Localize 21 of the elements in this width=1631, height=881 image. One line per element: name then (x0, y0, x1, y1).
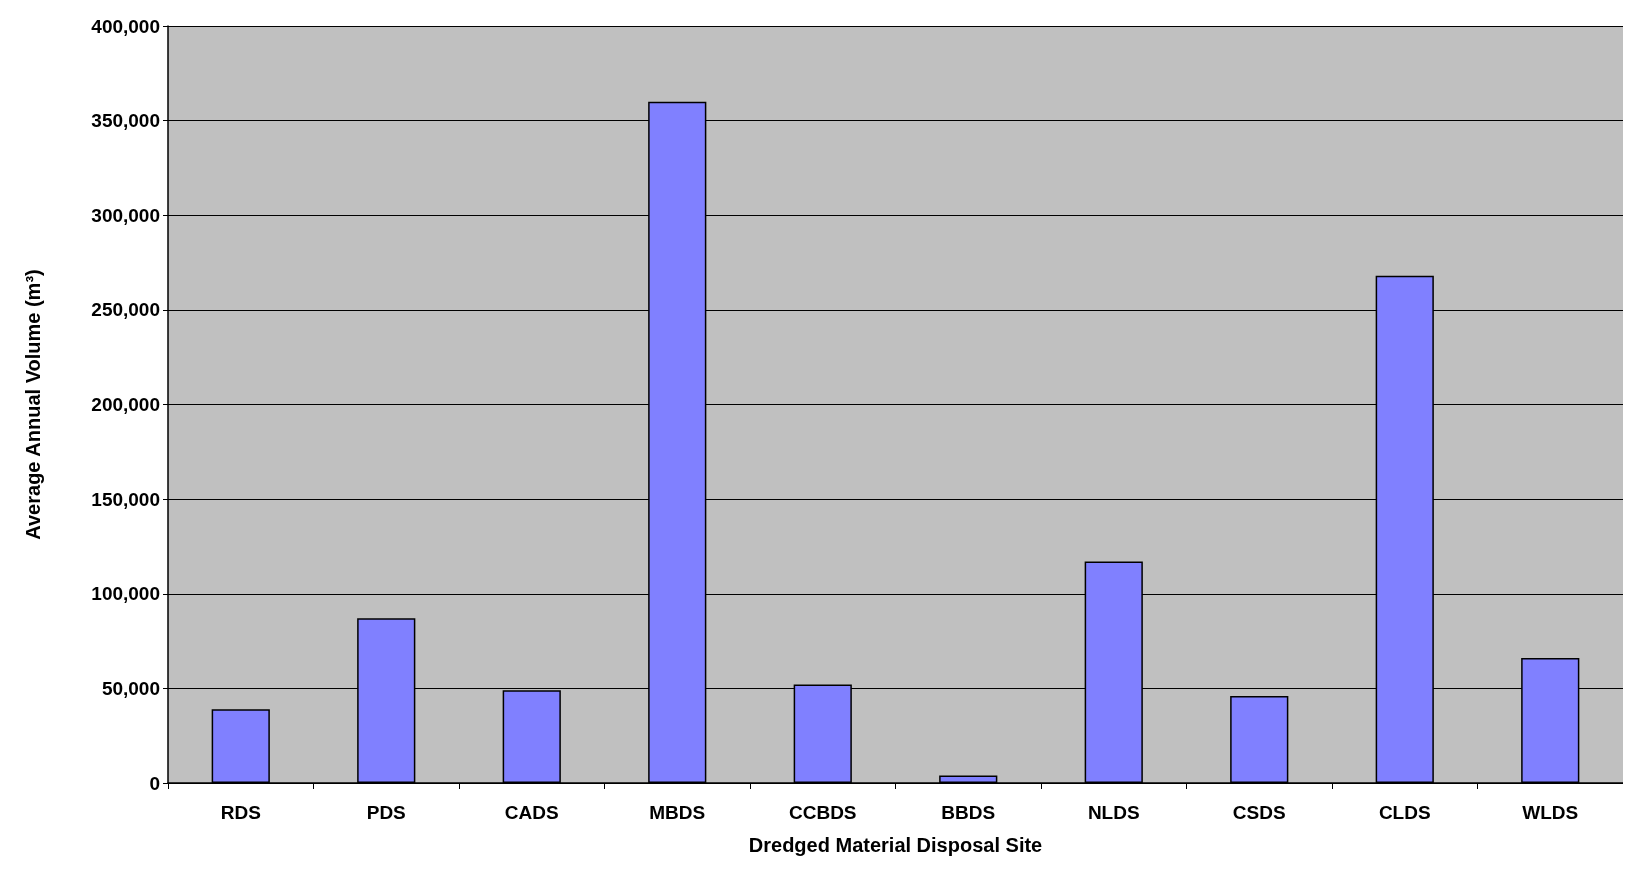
y-tick-label: 200,000 (91, 394, 160, 415)
y-tick-label: 400,000 (91, 15, 160, 37)
x-tick-label: PDS (366, 802, 406, 823)
x-axis-title: Dredged Material Disposal Site (748, 834, 1043, 856)
y-tick-label: 0 (149, 772, 160, 794)
x-tick-label: CSDS (1232, 802, 1286, 823)
x-tick-label: NLDS (1087, 802, 1140, 823)
x-tick-label: WLDS (1522, 802, 1579, 823)
y-tick-label: 350,000 (91, 110, 160, 132)
x-tick-label: BBDS (941, 802, 996, 823)
y-tick-label: 150,000 (91, 488, 160, 510)
x-tick-label: CADS (504, 802, 559, 823)
y-tick-label: 50,000 (101, 677, 160, 699)
y-axis-title: Average Annual Volume (m³) (22, 269, 44, 540)
y-tick-label: 300,000 (91, 204, 160, 226)
x-tick-label: RDS (220, 802, 261, 823)
x-tick-label: MBDS (649, 802, 706, 823)
y-tick-label: 100,000 (91, 583, 160, 605)
x-tick-label: CCBDS (788, 802, 857, 823)
y-tick-label: 250,000 (91, 299, 160, 321)
x-tick-label: CLDS (1378, 802, 1431, 823)
